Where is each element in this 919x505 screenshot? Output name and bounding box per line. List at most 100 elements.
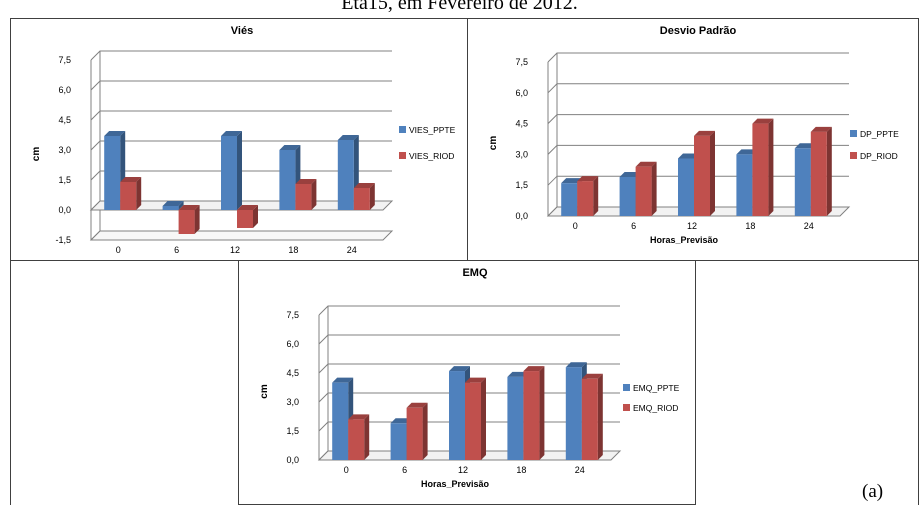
bar-top xyxy=(678,153,699,159)
bar-side xyxy=(539,366,545,460)
bar-vies_riod-6 xyxy=(178,205,200,234)
bar-top xyxy=(406,402,428,408)
bar-front xyxy=(162,206,179,210)
gridline xyxy=(318,305,620,316)
chart-panel-emq: EMQ 0,0 1,5 3,0 4,5 6,0 7,5 cm 0 6 12 18 24 Horas_Pre… xyxy=(238,260,696,505)
chart-panel-vies: Viés -1,5 0,0 1,5 3,0 4,5 6,0 7,5 cm 0 6 12 18 24 Hora… xyxy=(10,18,468,261)
y-tick-label: 1,5 xyxy=(286,426,299,436)
y-tick-label: -1,5 xyxy=(55,235,71,245)
bar-emq_riod-6 xyxy=(406,402,428,460)
bar-front xyxy=(810,131,827,216)
bar-vies_riod-24 xyxy=(353,183,375,210)
gridline xyxy=(318,363,620,374)
bar-top xyxy=(104,131,126,136)
gridline xyxy=(318,334,620,345)
bar-front xyxy=(332,382,349,460)
bar-dp_riod-18 xyxy=(752,118,774,216)
bar-front xyxy=(507,376,524,460)
bar-front xyxy=(348,419,365,460)
legend-swatch xyxy=(850,152,857,159)
y-tick-label: 3,0 xyxy=(286,397,299,407)
bar-side xyxy=(364,414,370,460)
x-tick-label: 6 xyxy=(631,221,636,231)
bar-emq_riod-0 xyxy=(348,414,370,460)
bar-top xyxy=(348,414,370,420)
bar-top xyxy=(635,161,657,167)
bar-emq_riod-12 xyxy=(465,377,486,460)
bar-top xyxy=(390,418,412,424)
bar-top xyxy=(794,143,816,149)
bar-front xyxy=(752,123,769,216)
bar-front xyxy=(565,367,582,460)
bar-dp_riod-6 xyxy=(635,161,657,216)
bar-vies_riod-12 xyxy=(237,205,258,228)
bar-vies_riod-0 xyxy=(120,177,142,210)
bar-side xyxy=(826,126,832,216)
x-tick-label: 6 xyxy=(174,245,179,255)
x-tick-label: 18 xyxy=(516,465,526,475)
gridline xyxy=(547,52,849,63)
x-tick-label: 12 xyxy=(458,465,468,475)
bar-top xyxy=(178,205,200,210)
y-tick-label: 7,5 xyxy=(286,310,299,320)
bar-front xyxy=(523,371,540,460)
bar-front xyxy=(465,382,481,460)
legend-swatch xyxy=(399,152,406,159)
bar-top xyxy=(237,205,258,210)
bar-dp_riod-0 xyxy=(577,176,599,216)
bar-front xyxy=(237,210,253,228)
bar-top xyxy=(120,177,142,182)
left-frame-line xyxy=(10,260,11,505)
chart-panel-desvio-padrao: Desvio Padrão 0,0 1,5 3,0 4,5 6,0 7,5 cm 0 6 12 18 2… xyxy=(467,18,919,261)
x-tick-label: 24 xyxy=(804,221,814,231)
legend-swatch xyxy=(623,384,630,391)
chart-title: Viés xyxy=(231,25,253,37)
x-tick-label: 0 xyxy=(573,221,578,231)
legend-label: DP_RIOD xyxy=(860,151,898,161)
figure-caption: Eta15, em Fevereiro de 2012. xyxy=(341,0,578,14)
bar-dp_riod-12 xyxy=(694,130,715,216)
bar-top xyxy=(353,183,375,188)
legend-label: DP_PPTE xyxy=(860,129,899,139)
bar-front xyxy=(577,181,594,216)
bar-top xyxy=(581,373,603,379)
chart-vies: Viés -1,5 0,0 1,5 3,0 4,5 6,0 7,5 cm 0 6 12 18 24 Hora… xyxy=(31,25,456,260)
chart-emq: EMQ 0,0 1,5 3,0 4,5 6,0 7,5 cm 0 6 12 18 24 Horas_Pre… xyxy=(259,267,680,489)
bar-front xyxy=(561,183,578,216)
bar-top xyxy=(565,362,587,368)
legend-swatch xyxy=(623,404,630,411)
x-tick-label: 0 xyxy=(116,245,121,255)
bar-side xyxy=(194,205,200,234)
bar-top xyxy=(736,149,758,155)
bar-front xyxy=(104,136,121,210)
bar-side xyxy=(178,201,184,210)
y-tick-label: 4,5 xyxy=(286,368,299,378)
gridline xyxy=(90,140,392,151)
bar-top xyxy=(619,171,641,177)
bar-side xyxy=(481,377,486,460)
gridline xyxy=(547,83,849,94)
bar-side xyxy=(369,183,375,210)
bar-top xyxy=(332,377,354,383)
figure-label: (a) xyxy=(862,481,884,502)
bar-front xyxy=(390,423,407,460)
bar-top xyxy=(279,145,301,150)
bar-top xyxy=(752,118,774,124)
bar-vies_ppte-6 xyxy=(162,201,184,210)
bar-vies_ppte-18 xyxy=(279,145,301,210)
bar-emq_riod-18 xyxy=(523,366,545,460)
bar-front xyxy=(295,184,312,210)
legend-label: EMQ_RIOD xyxy=(633,403,678,413)
y-tick-label: 7,5 xyxy=(58,55,71,65)
x-tick-label: 6 xyxy=(402,465,407,475)
bar-side xyxy=(311,179,317,210)
x-tick-label: 12 xyxy=(230,245,240,255)
x-tick-label: 18 xyxy=(745,221,755,231)
bar-top xyxy=(449,366,470,372)
bar-top xyxy=(465,377,486,383)
legend-swatch xyxy=(850,130,857,137)
bar-front xyxy=(694,135,710,216)
gridline xyxy=(90,80,392,91)
bar-front xyxy=(635,166,652,216)
y-tick-label: 7,5 xyxy=(515,57,528,67)
